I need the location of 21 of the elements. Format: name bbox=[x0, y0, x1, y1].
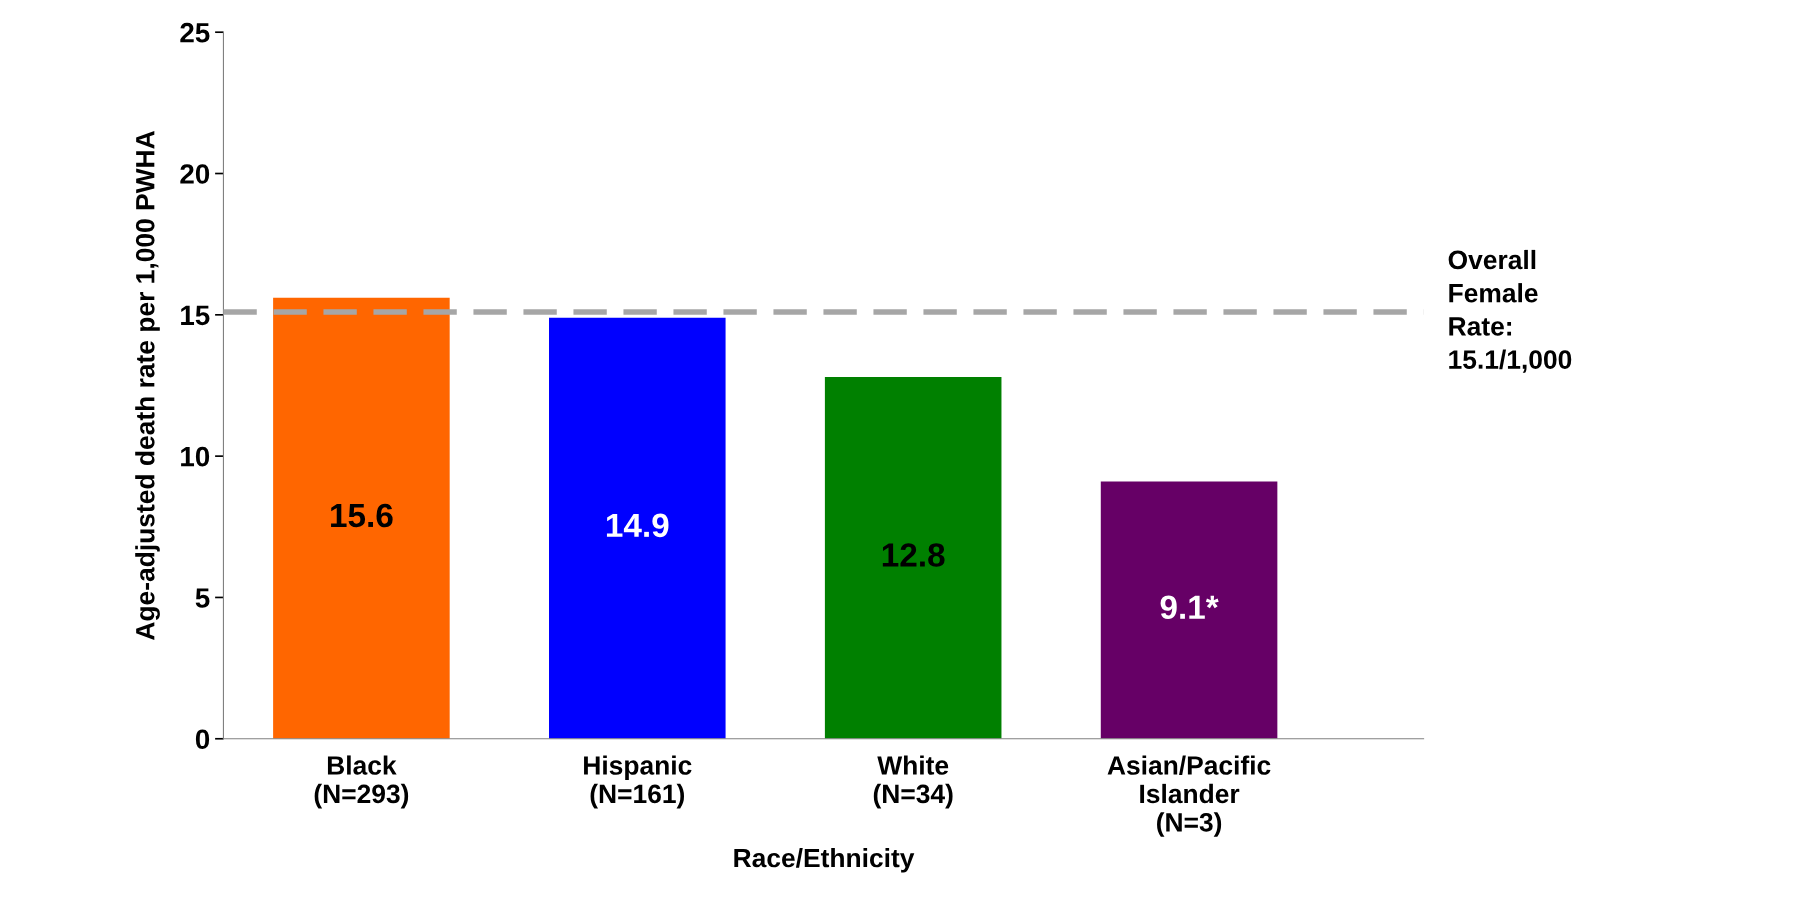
bar bbox=[824, 377, 1002, 739]
x-axis-title: Race/Ethnicity bbox=[734, 847, 915, 873]
x-tick-label: White (N=34) bbox=[873, 755, 953, 809]
ref-line-label: Overall Female Rate: 15.1/1,000 bbox=[1448, 249, 1572, 373]
y-tick-label: 15 bbox=[181, 305, 210, 326]
y-tick-label: 0 bbox=[195, 729, 210, 750]
x-tick-label: Hispanic (N=161) bbox=[584, 755, 692, 809]
x-tick-label: Asian/Pacific Islander (N=3) bbox=[1107, 755, 1271, 837]
bar bbox=[273, 297, 450, 739]
y-tick-label: 25 bbox=[180, 22, 210, 43]
data-label: 12.8 bbox=[882, 543, 945, 567]
y-tick-label: 20 bbox=[180, 164, 210, 184]
data-label: 9.1* bbox=[1160, 595, 1219, 620]
y-axis-title: Age-adjusted death rate per 1,000 PWHA bbox=[135, 131, 160, 640]
x-tick-label: Black (N=293) bbox=[314, 755, 409, 809]
data-label: 15.6 bbox=[331, 503, 393, 528]
data-label: 14.9 bbox=[606, 513, 669, 538]
y-tick-label: 10 bbox=[181, 446, 210, 467]
bar bbox=[1100, 481, 1278, 739]
y-tick-label: 5 bbox=[195, 588, 210, 608]
bar bbox=[549, 317, 726, 739]
